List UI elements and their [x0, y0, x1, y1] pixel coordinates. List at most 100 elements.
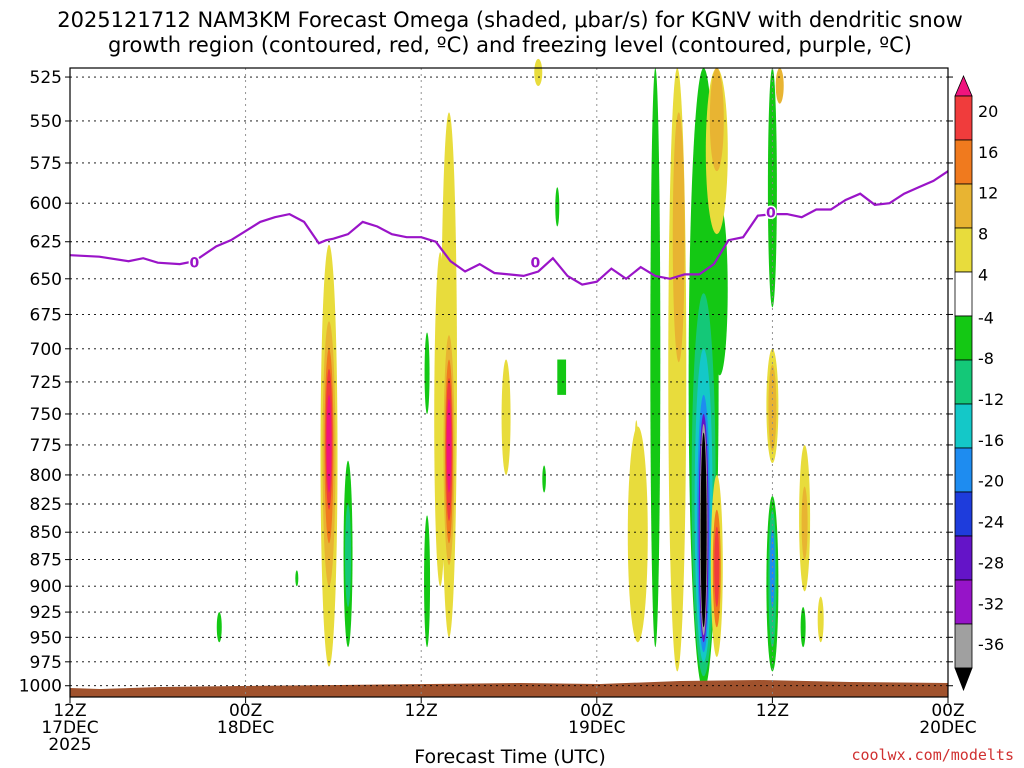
omega-feature-4-core: [768, 364, 777, 452]
y-tick-label: 725: [30, 373, 62, 393]
colorbar-label: -24: [978, 513, 1004, 532]
omega-small-cell: [800, 606, 806, 648]
x-tick-label: 18DEC: [217, 718, 274, 738]
omega-feature-4-sink: [767, 68, 777, 308]
terrain-strip: [70, 680, 948, 697]
colorbar-bin: [954, 359, 973, 405]
y-tick-label: 675: [30, 305, 62, 325]
colorbar-label: 12: [978, 184, 998, 203]
colorbar: 20 16 12 8 4 -4 -8 -12 -16 -20 -24 -28 -32 -36: [954, 74, 1004, 692]
colorbar-label: 16: [978, 143, 998, 162]
colorbar-bottom-arrow: [954, 667, 973, 692]
colorbar-bin: [954, 139, 973, 185]
omega-feature-3b-core: [714, 526, 720, 607]
y-tick-label: 625: [30, 233, 62, 253]
y-tick-label: 650: [30, 270, 62, 290]
plot-area: 0 0 0 525 550 575 600 625 650 675 700 725 750 775 800 8…: [19, 58, 1004, 755]
y-tick-label: 825: [30, 495, 62, 515]
colorbar-label: 20: [978, 102, 998, 121]
colorbar-bin: [954, 271, 973, 317]
chart-title-line-2: growth region (contoured, red, ºC) and f…: [108, 33, 912, 57]
freezing-level-label: 0: [190, 256, 200, 272]
colorbar-bin: [954, 183, 973, 229]
x-tick-label: 19DEC: [568, 718, 625, 738]
omega-small-cell: [216, 612, 222, 643]
x-axis-label: Forecast Time (UTC): [414, 746, 605, 768]
omega-feature-1-sink-core: [345, 504, 352, 607]
grid: [70, 68, 948, 697]
x-tick-label: 00Z: [229, 701, 262, 721]
omega-feature-4-sink-core: [769, 529, 775, 607]
y-tick-label: 800: [30, 466, 62, 486]
y-tick-label: 750: [30, 405, 62, 425]
omega-small-cell: [501, 359, 511, 475]
freezing-level-line: [69, 170, 949, 286]
y-tick-label: 1000: [19, 677, 62, 697]
omega-feature-3-peak: [700, 432, 707, 628]
plot-frame: [69, 67, 949, 698]
y-tick-label: 550: [30, 112, 62, 132]
omega-small-cell: [634, 420, 638, 464]
omega-small-cell: [555, 187, 560, 227]
colorbar-label: -20: [978, 472, 1004, 491]
x-tick-label: 12Z: [756, 701, 789, 721]
x-tick-label: 12Z: [405, 701, 438, 721]
y-tick-label: 775: [30, 436, 62, 456]
omega-small-cell: [424, 515, 431, 648]
omega-small-cell: [424, 332, 430, 414]
omega-small-cell: [801, 486, 808, 560]
y-axis: 525 550 575 600 625 650 675 700 725 750 775 800 825 8…: [19, 68, 953, 697]
colorbar-bin: [954, 447, 973, 493]
colorbar-bin: [954, 623, 973, 669]
omega-feature-3-core: [672, 112, 685, 363]
y-tick-label: 575: [30, 154, 62, 174]
omega-small-cell: [817, 596, 824, 643]
y-tick-label: 875: [30, 551, 62, 571]
colorbar-bin: [954, 227, 973, 273]
omega-small-cell: [775, 68, 784, 104]
y-tick-label: 950: [30, 628, 62, 648]
omega-feature-1-peak: [326, 394, 332, 493]
colorbar-label: -12: [978, 390, 1004, 409]
chart-title-line-1: 2025121712 NAM3KM Forecast Omega (shaded…: [57, 8, 963, 32]
x-tick-label: 00Z: [931, 701, 964, 721]
omega-small-cell: [542, 465, 546, 493]
colorbar-label: 8: [978, 225, 988, 244]
freezing-level-label: 0: [766, 206, 776, 222]
colorbar-bin: [954, 535, 973, 581]
x-tick-label: 2025: [48, 735, 91, 755]
y-tick-label: 850: [30, 523, 62, 543]
y-tick-label: 525: [30, 68, 62, 88]
omega-small-cell: [295, 570, 299, 587]
omega-feature-2-peak: [446, 398, 452, 493]
y-tick-label: 700: [30, 340, 62, 360]
colorbar-label: -4: [978, 308, 994, 327]
x-tick-label: 20DEC: [919, 718, 976, 738]
source-credit: coolwx.com/modelts: [851, 746, 1014, 764]
colorbar-label: -8: [978, 349, 994, 368]
omega-small-cell: [534, 58, 543, 86]
colorbar-bin: [954, 491, 973, 537]
colorbar-label: -32: [978, 594, 1004, 613]
colorbar-label: -36: [978, 635, 1004, 654]
freezing-level-label: 0: [530, 256, 540, 272]
y-tick-label: 925: [30, 603, 62, 623]
x-tick-label: 12Z: [53, 701, 86, 721]
colorbar-label: 4: [978, 265, 988, 284]
x-tick-label: 17DEC: [41, 718, 98, 738]
omega-feature-3-upper: [709, 68, 724, 172]
colorbar-bin: [954, 403, 973, 449]
omega-feature-3-sink: [650, 68, 661, 648]
y-tick-label: 900: [30, 577, 62, 597]
colorbar-label: -16: [978, 431, 1004, 450]
colorbar-bin: [954, 579, 973, 625]
omega-shading: [216, 58, 824, 691]
colorbar-top-arrow: [954, 74, 973, 97]
x-tick-label: 00Z: [580, 701, 613, 721]
omega-small-cell: [557, 359, 567, 395]
y-tick-label: 975: [30, 653, 62, 673]
colorbar-bin: [954, 95, 973, 141]
y-tick-label: 600: [30, 194, 62, 214]
